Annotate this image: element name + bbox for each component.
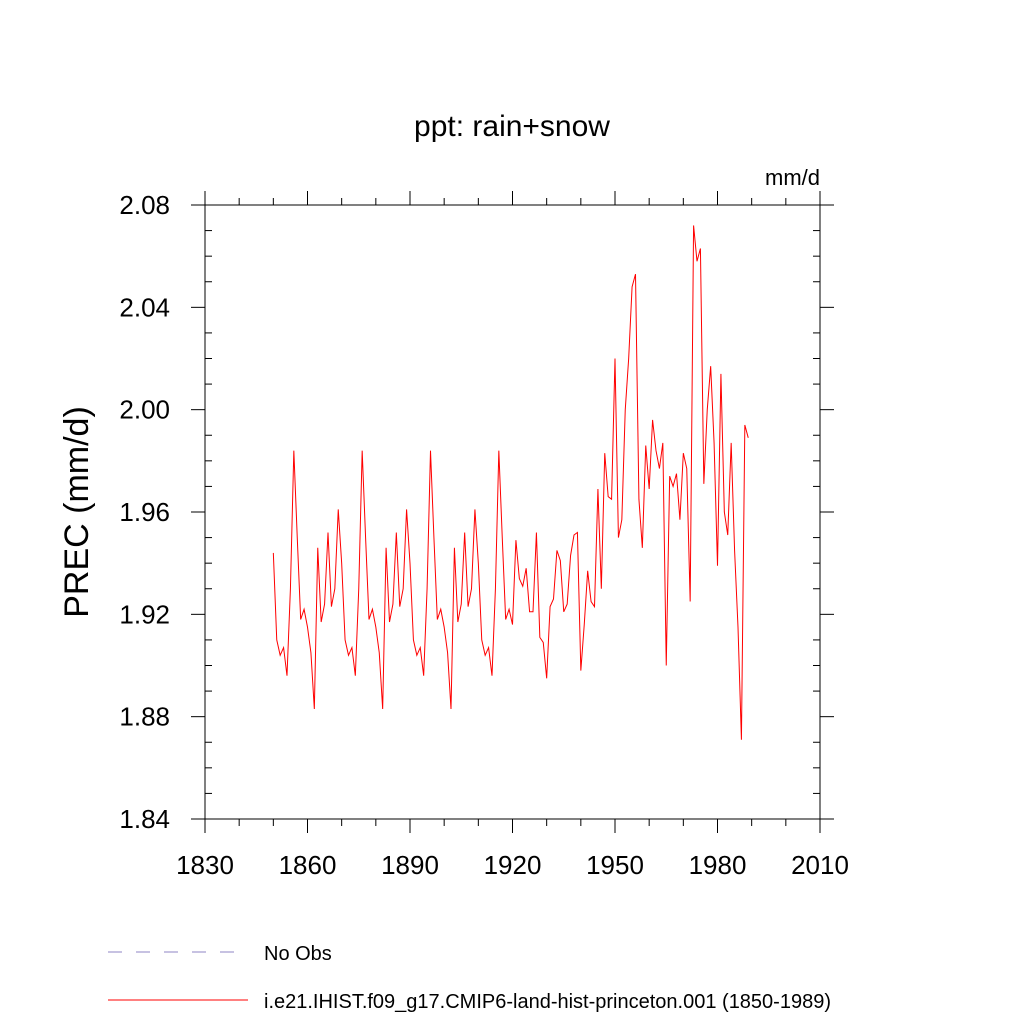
units-label: mm/d [765, 165, 820, 190]
y-tick-label: 1.92 [119, 599, 170, 629]
chart-title: ppt: rain+snow [414, 110, 610, 143]
x-tick-label: 1950 [586, 850, 644, 880]
y-tick-label: 1.96 [119, 497, 170, 527]
y-axis-label: PREC (mm/d) [58, 406, 96, 618]
y-tick-label: 2.00 [119, 395, 170, 425]
axis-ticks [191, 191, 834, 833]
y-tick-label: 2.04 [119, 292, 170, 322]
x-tick-label: 1890 [381, 850, 439, 880]
series-line-1 [272, 225, 749, 740]
x-tick-label: 2010 [791, 850, 849, 880]
x-tick-label: 1830 [176, 850, 234, 880]
legend-label-1: i.e21.IHIST.f09_g17.CMIP6-land-hist-prin… [264, 991, 831, 1013]
y-tick-label: 2.08 [119, 190, 170, 220]
y-tick-label: 1.88 [119, 702, 170, 732]
legend: No Obs i.e21.IHIST.f09_g17.CMIP6-land-his… [108, 943, 831, 1013]
plot-frame [204, 204, 821, 820]
x-tick-label: 1980 [689, 850, 747, 880]
x-tick-label: 1860 [279, 850, 337, 880]
series-lines [272, 225, 749, 740]
axis-tick-labels: 1830 1860 1890 1920 1950 1980 2010 1.84 1.88 1.92… [119, 190, 849, 880]
x-tick-label: 1920 [484, 850, 542, 880]
legend-label-0: No Obs [264, 943, 332, 965]
y-tick-label: 1.84 [119, 804, 170, 834]
